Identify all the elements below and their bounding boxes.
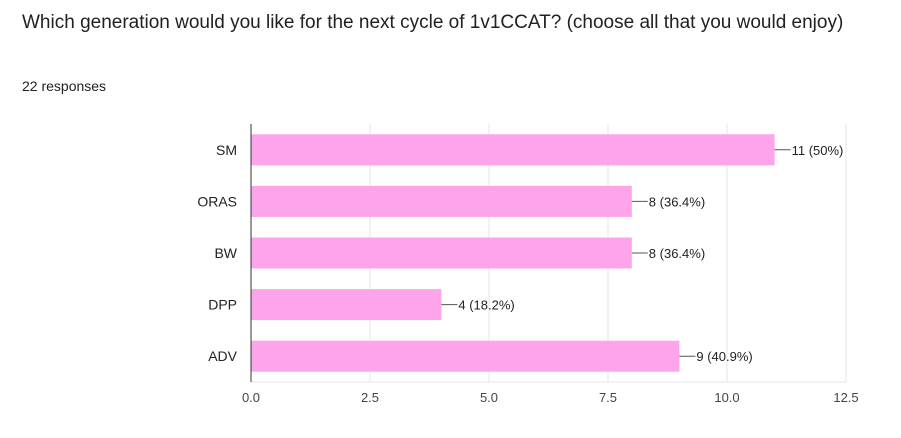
grid-lines <box>251 124 847 383</box>
data-label: 11 (50%) <box>792 143 844 158</box>
bar-adv <box>251 340 680 372</box>
data-label: 8 (36.4%) <box>649 246 705 261</box>
bar-bw <box>251 237 632 269</box>
bar-sm <box>251 134 775 166</box>
data-label: 8 (36.4%) <box>649 194 705 209</box>
response-count: 22 responses <box>22 78 107 94</box>
bars <box>251 134 775 372</box>
bar-dpp <box>251 289 442 321</box>
x-tick-label: 5.0 <box>480 390 498 405</box>
category-label: BW <box>214 245 237 261</box>
x-tick-label: 10.0 <box>714 390 739 405</box>
category-label: DPP <box>208 297 237 313</box>
x-tick-label: 7.5 <box>599 390 617 405</box>
question-title: Which generation would you like for the … <box>22 12 844 33</box>
data-label: 9 (40.9%) <box>696 349 752 364</box>
category-label: SM <box>216 142 237 158</box>
category-label: ADV <box>208 348 237 364</box>
labels: 0.0 2.5 5.0 7.5 10.0 12.5 SM 11 (50%) ORAS 8 (36.… <box>197 142 858 405</box>
data-label: 4 (18.2%) <box>458 298 514 313</box>
x-tick-label: 2.5 <box>361 390 379 405</box>
x-tick-label: 0.0 <box>242 390 260 405</box>
x-tick-label: 12.5 <box>833 390 858 405</box>
category-label: ORAS <box>197 193 237 209</box>
bar-oras <box>251 185 632 217</box>
